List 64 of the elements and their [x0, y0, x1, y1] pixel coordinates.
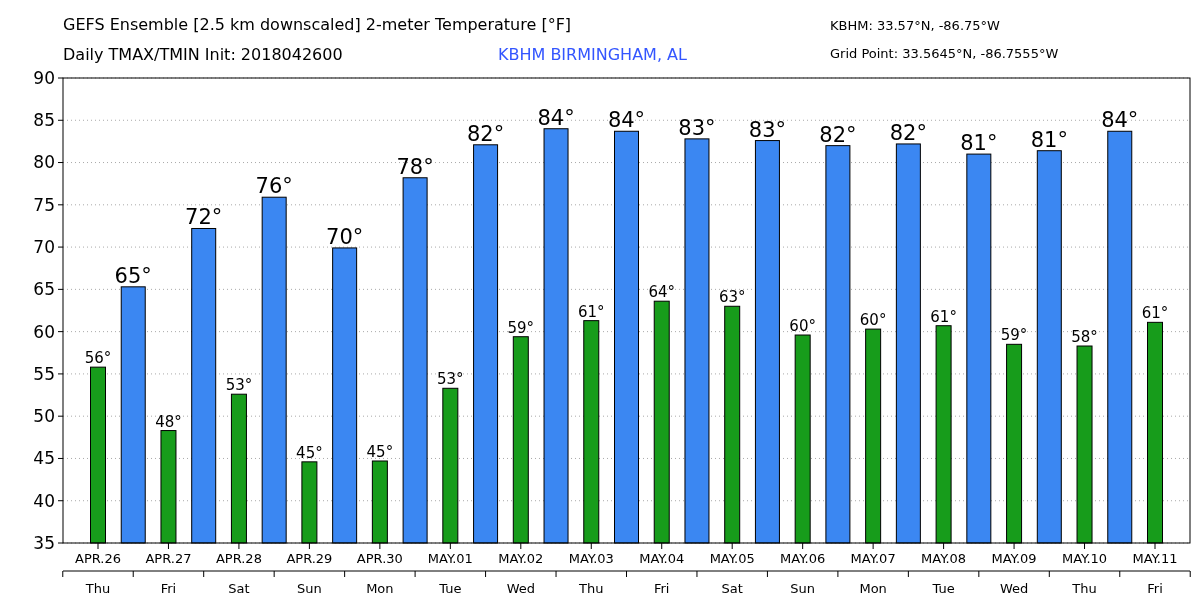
x-tick-label: MAY.03 Thu [568, 551, 614, 596]
chart-title: GEFS Ensemble [2.5 km downscaled] 2-meter Temperature [°F] [63, 15, 572, 34]
chart-subtitle: Daily TMAX/TMIN Init: 2018042600 [63, 45, 343, 64]
data-label: 72° [185, 205, 223, 230]
x-tick-label: APR.27 Fri [145, 551, 192, 596]
x-tick-label: MAY.08 Tue [921, 551, 967, 596]
y-tick-label: 85 [33, 110, 55, 131]
data-label: 65° [114, 263, 152, 288]
x-tick-label: MAY.09 Wed [991, 551, 1037, 596]
y-tick-label: 80 [33, 152, 55, 173]
y-tick-label: 75 [33, 194, 55, 215]
x-tick-label: MAY.06 Sun [780, 551, 826, 596]
x-tick-label: MAY.11 Fri [1132, 551, 1178, 596]
data-label: 82° [889, 120, 927, 145]
data-label: 60° [859, 311, 887, 330]
data-label: 45° [296, 443, 323, 462]
y-tick-label: 90 [33, 67, 55, 88]
y-tick-label: 60 [33, 321, 55, 342]
x-tick-label: MAY.05 Sat [709, 551, 755, 596]
data-label: 63° [718, 288, 746, 307]
x-tick-label: APR.30 Mon [356, 551, 403, 596]
x-tick-label: MAY.07 Mon [850, 551, 896, 596]
text: Grid Point: 33.5645°N, -86.7555°W [830, 46, 1059, 61]
x-tick-label: MAY.04 Fri [639, 551, 685, 596]
data-label: 61° [577, 302, 605, 321]
x-tick-label: MAY.02 Wed [498, 551, 544, 596]
x-tick-label: APR.28 Sat [215, 551, 262, 596]
data-label: 84° [537, 105, 575, 130]
data-label: 84° [607, 108, 646, 133]
x-tick-label: MAY.10 Thu [1061, 551, 1108, 596]
y-tick-label: 40 [33, 490, 55, 511]
y-tick-label: 45 [33, 448, 55, 469]
data-label: 45° [366, 442, 394, 461]
text: KBHM BIRMINGHAM, AL [498, 45, 687, 64]
y-tick-label: 35 [33, 532, 55, 553]
y-tick-label: 65 [33, 279, 55, 300]
text: KBHM: 33.57°N, -86.75°W [830, 18, 1001, 33]
data-label: 82° [466, 121, 505, 146]
y-tick-label: 55 [33, 363, 55, 384]
x-tick-label: MAY.01 Tue [427, 551, 473, 596]
data-label: 59° [1000, 326, 1028, 345]
x-tick-label: APR.29 Sun [286, 551, 333, 596]
data-label: 81° [1030, 127, 1068, 152]
data-label: 83° [748, 117, 787, 142]
x-tick-label: APR.26 Thu [75, 551, 121, 596]
data-label: 70° [326, 224, 364, 249]
data-label: 61° [1141, 304, 1169, 323]
data-label: 81° [960, 131, 998, 156]
data-label: 61° [930, 307, 957, 326]
data-label: 53° [225, 376, 253, 395]
y-tick-label: 70 [33, 237, 55, 258]
y-tick-label: 50 [33, 406, 55, 427]
data-label: 53° [437, 370, 464, 389]
data-label: 56° [84, 349, 112, 368]
data-label: 82° [819, 122, 857, 147]
data-label: 83° [678, 115, 716, 140]
data-label: 78° [396, 154, 434, 179]
data-label: 60° [789, 317, 816, 336]
data-label: 76° [255, 174, 293, 199]
data-label: 59° [507, 318, 535, 337]
data-label: 84° [1101, 108, 1139, 133]
data-label: 58° [1071, 328, 1098, 347]
data-label: 64° [648, 283, 676, 302]
data-label: 48° [155, 412, 182, 431]
